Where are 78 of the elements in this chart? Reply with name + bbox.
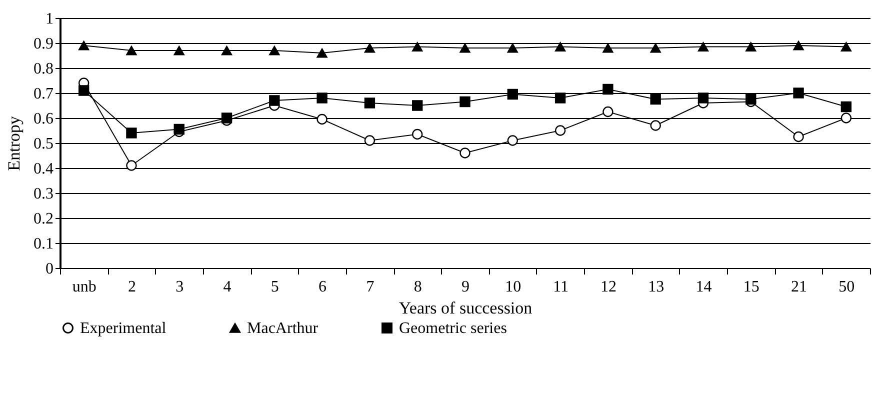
x-tick-label: 14: [696, 278, 712, 296]
point: [364, 43, 376, 53]
point: [746, 94, 756, 105]
point: [221, 112, 232, 124]
point: [698, 42, 709, 52]
y-axis-title: Entropy: [4, 116, 24, 171]
point: [412, 128, 423, 140]
point: [126, 128, 137, 138]
point: [602, 84, 614, 95]
point: [793, 131, 804, 142]
x-tick-label: 7: [366, 278, 374, 296]
point: [316, 48, 328, 58]
point: [554, 92, 566, 104]
x-tick-label: 9: [462, 278, 470, 296]
point: [174, 46, 184, 56]
point: [650, 120, 661, 131]
x-tick-label: 2: [128, 278, 136, 296]
legend-label: Experimental: [80, 320, 167, 337]
x-tick-label: 15: [743, 278, 760, 296]
y-tick-label: 0.1: [34, 236, 54, 252]
point: [460, 43, 470, 53]
point: [554, 42, 566, 52]
x-tick-label: 12: [600, 278, 616, 296]
point: [602, 43, 614, 53]
y-tick-label: 0.6: [34, 110, 54, 128]
point: [698, 92, 709, 104]
point: [78, 85, 90, 96]
x-tick-label: 10: [505, 278, 522, 296]
point: [316, 114, 328, 125]
y-tick-label: 0.3: [34, 186, 54, 202]
point: [793, 88, 804, 98]
x-tick-label: 21: [791, 278, 808, 296]
y-tick-label: 0.5: [34, 136, 54, 152]
point: [840, 112, 852, 124]
x-tick-label: 11: [553, 278, 568, 296]
y-tick-label: 0.9: [34, 36, 54, 52]
x-tick-label: 5: [270, 278, 279, 296]
point: [507, 88, 518, 100]
x-tick-label: unb: [72, 278, 96, 296]
point: [126, 46, 137, 56]
point: [507, 135, 518, 146]
x-tick-label: 3: [176, 278, 184, 296]
point: [364, 135, 376, 146]
point: [269, 46, 280, 56]
legend-label: MacArthur: [247, 320, 319, 337]
point: [507, 43, 518, 53]
point: [746, 42, 756, 52]
y-tick-label: 0.4: [34, 160, 54, 178]
point: [269, 95, 280, 106]
legend-label: Geometric series: [399, 320, 507, 337]
point: [174, 124, 184, 135]
point: [650, 94, 661, 105]
point: [460, 96, 470, 108]
point: [221, 46, 232, 56]
y-tick-label: 1: [46, 10, 54, 28]
point: [650, 43, 661, 53]
point: [78, 40, 90, 50]
point: [840, 42, 852, 52]
point: [460, 148, 470, 158]
x-tick-label: 13: [648, 278, 664, 296]
point: [126, 160, 137, 171]
y-tick-label: 0: [46, 260, 54, 278]
x-tick-label: 4: [223, 278, 232, 296]
point: [412, 42, 423, 52]
point: [793, 40, 804, 50]
x-tick-label: 50: [838, 278, 855, 296]
point: [602, 106, 614, 118]
point: [412, 100, 423, 111]
point: [364, 98, 376, 108]
y-tick-label: 0.7: [34, 86, 54, 102]
x-tick-label: 6: [318, 278, 327, 296]
point: [316, 92, 328, 104]
y-tick-label: 0.2: [34, 210, 54, 228]
point: [840, 101, 852, 112]
x-tick-label: 8: [414, 278, 422, 296]
y-tick-label: 0.8: [34, 60, 54, 78]
x-axis-title: Years of succession: [398, 298, 533, 318]
point: [554, 125, 566, 136]
